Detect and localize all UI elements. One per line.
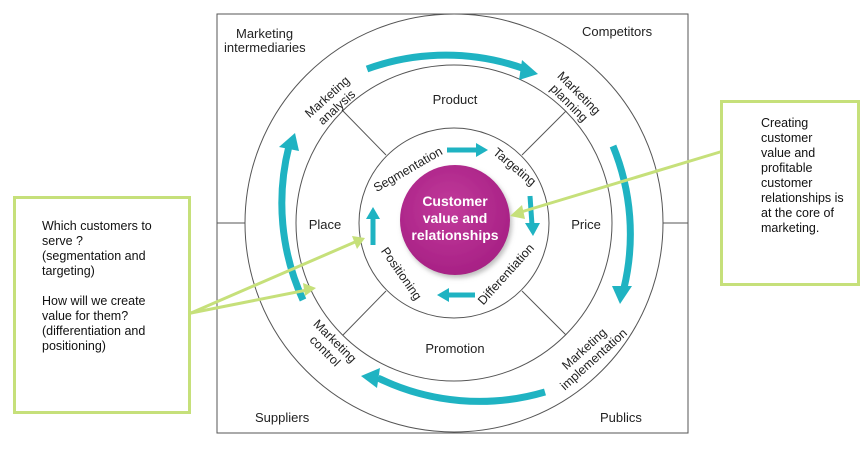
arrow-head [612, 286, 632, 304]
callout-question-who: Which customers to serve ? (segmentation… [42, 219, 152, 278]
mix-label-product: Product [433, 92, 478, 107]
callout-pointer-to-center [519, 150, 722, 214]
mix-label-promotion: Promotion [425, 341, 484, 356]
center-label-line3: relationships [411, 227, 498, 243]
arrow-head [279, 133, 299, 151]
center-label-line1: Customer [422, 193, 488, 209]
right-callout: Creating customer value and profitable c… [720, 100, 860, 286]
mix-divider [521, 110, 567, 156]
left-callout: Which customers to serve ? (segmentation… [13, 196, 191, 414]
outer-arrow-control-to-analysis [278, 145, 307, 302]
mix-divider [342, 290, 387, 336]
center-label-line2: value and [423, 210, 488, 226]
arrow-head [525, 223, 540, 236]
arrow-head [366, 207, 380, 219]
mix-divider [521, 290, 567, 336]
arrow-head [519, 60, 538, 80]
arrow-head [476, 143, 488, 157]
outer-arrow-analysis-to-planning [365, 51, 527, 73]
mix-divider [342, 110, 387, 156]
arrow-head [303, 283, 316, 296]
arrow-head [352, 236, 365, 249]
corner-label-publics: Publics [600, 410, 642, 425]
corner-label-competitors: Competitors [582, 24, 653, 39]
mix-label-price: Price [571, 217, 601, 232]
corner-label-suppliers: Suppliers [255, 410, 310, 425]
arrow-head [437, 288, 449, 302]
callout-pointer-to-inner-ring [189, 240, 357, 315]
mix-label-place: Place [309, 217, 342, 232]
center-circle [400, 165, 510, 275]
arrow-head [361, 368, 380, 388]
outer-arrow-planning-to-implementation [609, 144, 634, 289]
arrow-head [510, 205, 525, 219]
callout-pointer-to-outer-ring [189, 288, 309, 315]
callout-question-how: How will we create value for them? (diff… [42, 294, 146, 353]
corner-label-intermediaries-line2: intermediaries [224, 40, 306, 55]
outer-arrow-implementation-to-control [376, 374, 546, 405]
corner-label-intermediaries-line1: Marketing [236, 26, 293, 41]
callout-core-statement: Creating customer value and profitable c… [761, 116, 844, 235]
